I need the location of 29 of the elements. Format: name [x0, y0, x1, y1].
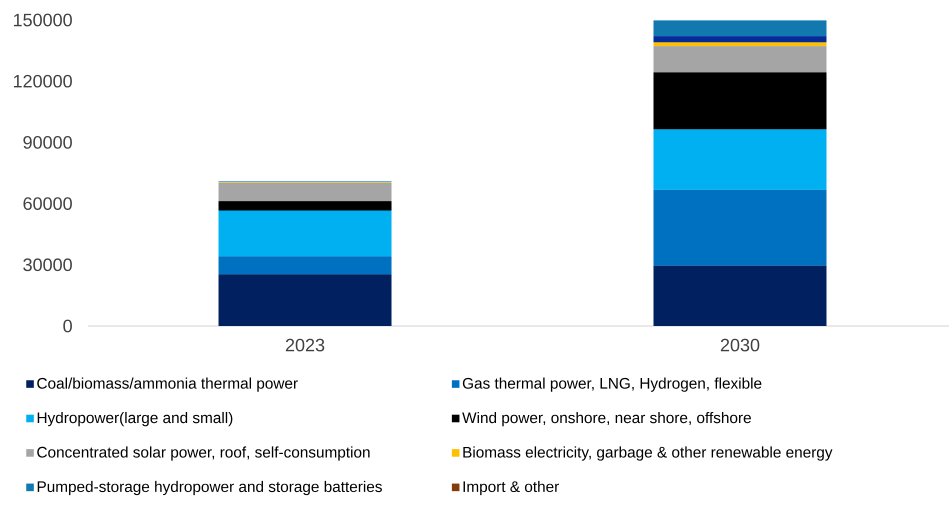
bar: [218, 210, 392, 256]
legend-label: Biomass electricity, garbage & other renewable energy: [463, 446, 832, 461]
bar: [653, 190, 826, 266]
legend-label: Coal/biomass/ammonia thermal power: [37, 377, 298, 392]
x-tick-label: 2023: [286, 338, 324, 352]
bar: [653, 266, 826, 326]
bar: [653, 20, 826, 36]
legend-label: Gas thermal power, LNG, Hydrogen, flexible: [462, 377, 762, 392]
y-tick-label: 150000: [14, 14, 72, 26]
legend-label: Pumped-storage hydropower and storage batteries: [38, 480, 382, 496]
y-tick-label: 120000: [14, 74, 72, 88]
x-tick-label: 2030: [720, 338, 760, 352]
legend-label: Hydropower(large and small): [38, 412, 232, 426]
bar: [218, 274, 392, 326]
y-tick-label: 0: [63, 320, 72, 332]
bar: [653, 129, 826, 190]
bar: [218, 182, 392, 202]
y-tick-label: 30000: [23, 258, 72, 272]
legend-label: Wind power, onshore, near shore, offshore: [462, 412, 751, 426]
bar: [653, 42, 826, 46]
bar: [218, 201, 392, 211]
legend-label: Import & other: [464, 480, 559, 496]
bar: [653, 46, 826, 72]
bar: [653, 36, 826, 42]
bar: [653, 72, 826, 130]
bar: [218, 256, 392, 274]
legend-label: Concentrated solar power, roof, self-consumption: [37, 446, 370, 461]
y-tick-label: 90000: [23, 136, 72, 149]
y-tick-label: 60000: [24, 197, 72, 210]
